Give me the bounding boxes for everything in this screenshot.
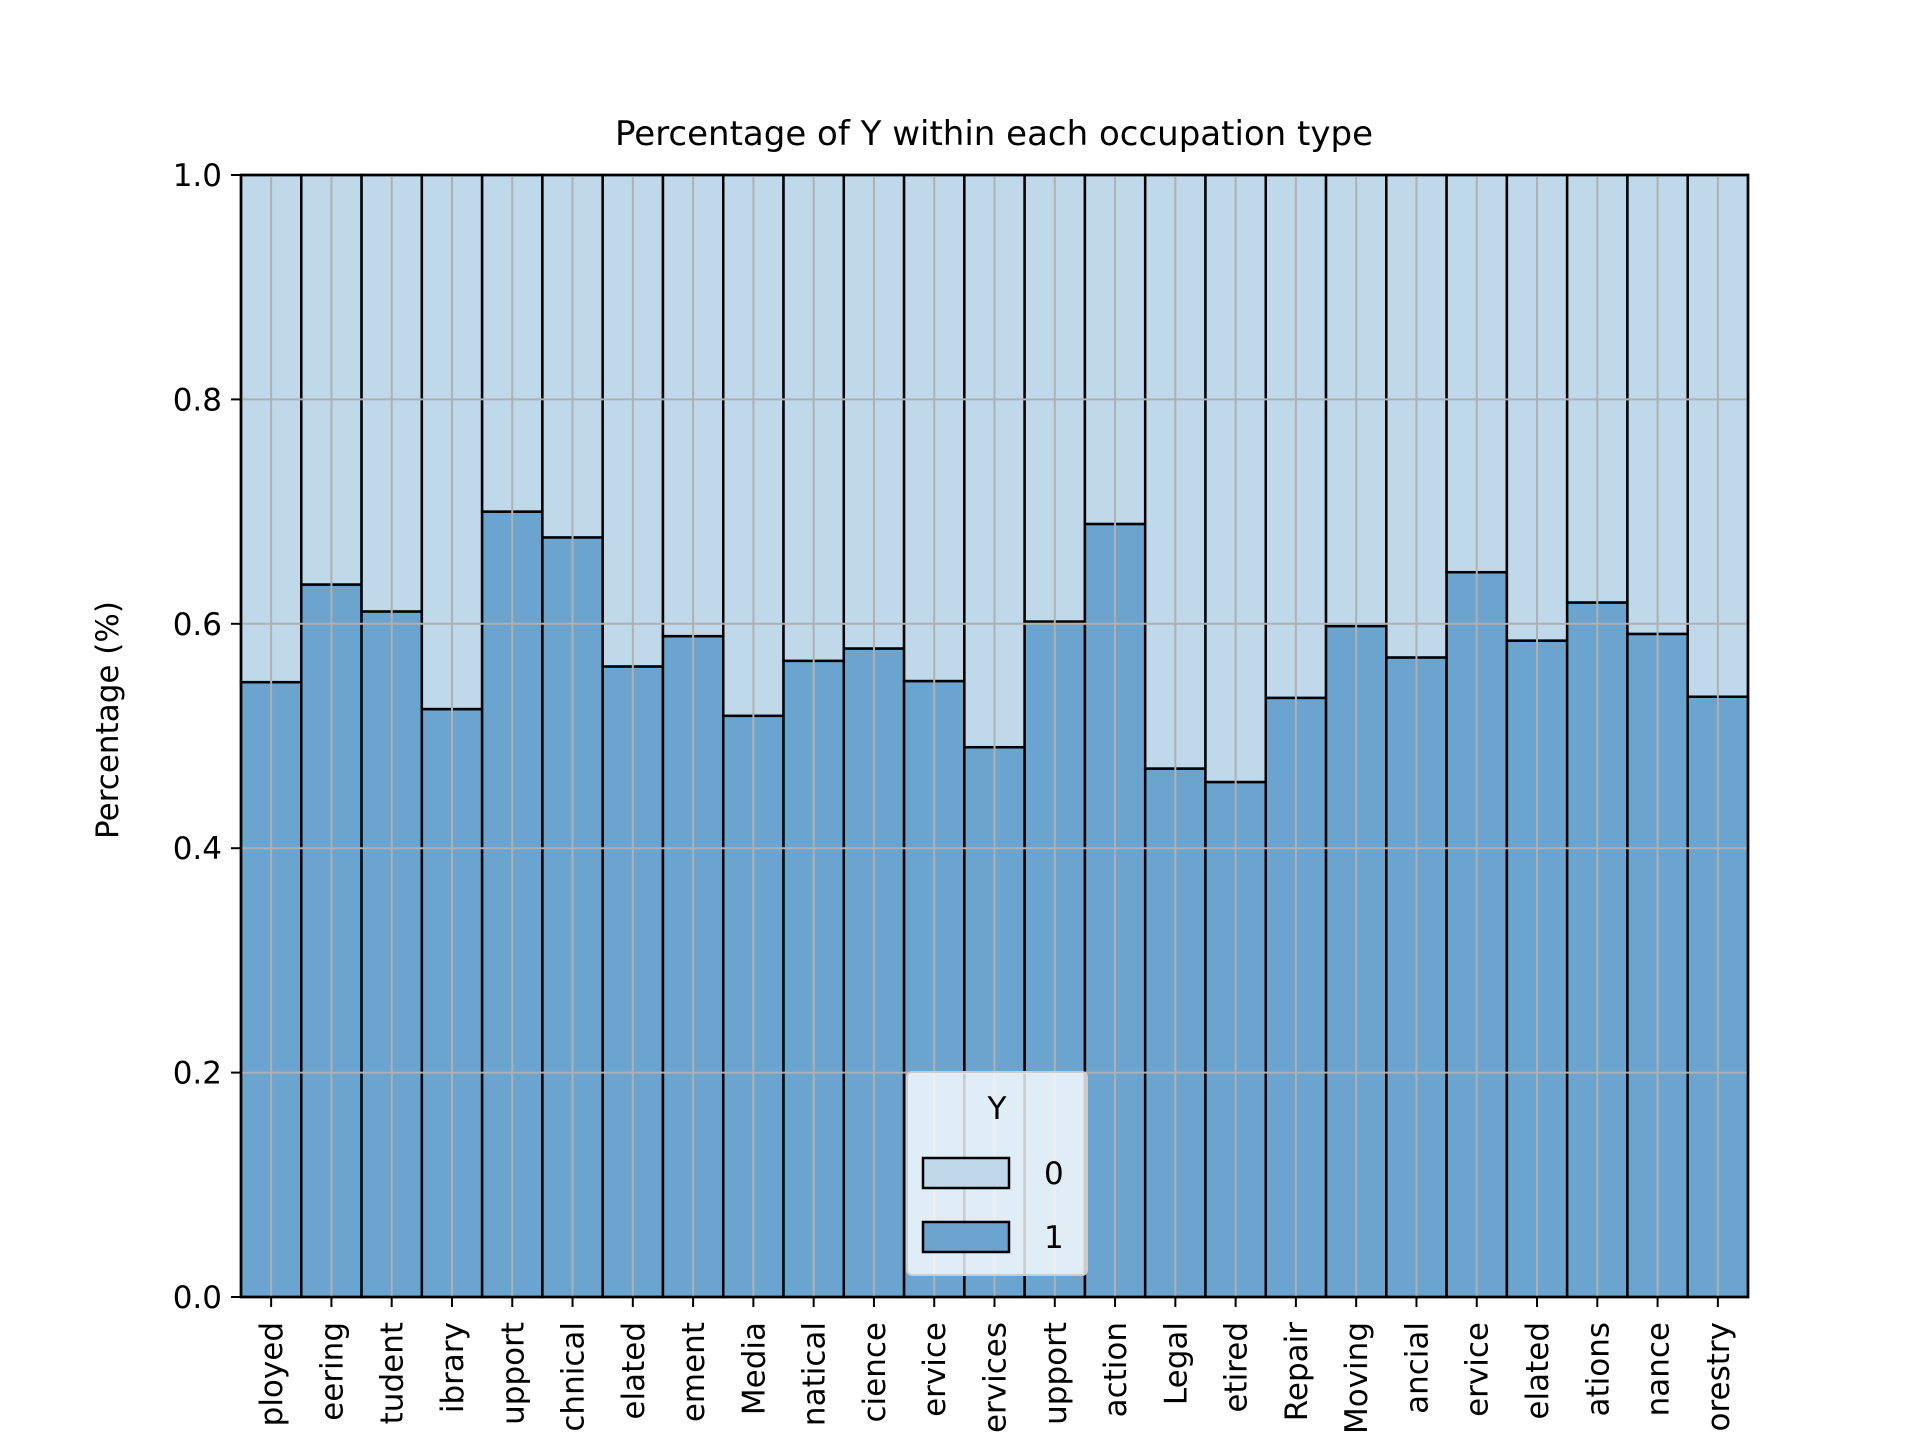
x-tick-label-8: Media	[736, 1322, 772, 1415]
chart-title: Percentage of Y within each occupation t…	[615, 114, 1373, 154]
legend: Y 0 1	[906, 1071, 1088, 1276]
x-tick-label-3: ibrary	[435, 1322, 471, 1413]
x-tick-label-2: tudent	[375, 1322, 411, 1424]
x-tick-label-14: action	[1098, 1322, 1134, 1417]
x-tick-label-20: ervice	[1460, 1322, 1496, 1417]
x-tick-label-11: ervice	[917, 1322, 953, 1417]
x-tick-label-0: ployed	[254, 1322, 290, 1426]
legend-title: Y	[987, 1091, 1007, 1127]
x-tick-label-19: ancial	[1399, 1322, 1435, 1414]
x-tick-label-5: chnical	[556, 1322, 592, 1432]
x-tick-label-18: Moving	[1339, 1322, 1375, 1434]
y-tick-label-4: 0.8	[173, 382, 222, 418]
x-tick-label-16: etired	[1219, 1322, 1255, 1413]
legend-swatch-0	[921, 1156, 1011, 1190]
x-tick-label-13: upport	[1038, 1322, 1074, 1425]
legend-swatch-1	[921, 1220, 1011, 1254]
x-tick-label-22: ations	[1580, 1322, 1616, 1417]
y-tick-label-3: 0.6	[173, 607, 222, 643]
x-tick-label-4: upport	[495, 1322, 531, 1425]
plot-frame	[239, 173, 1750, 1299]
y-axis-label: Percentage (%)	[90, 601, 126, 839]
x-tick-label-7: ement	[676, 1322, 712, 1422]
x-tick-label-17: Repair	[1279, 1322, 1315, 1422]
x-tick-label-10: cience	[857, 1322, 893, 1423]
y-tick-label-2: 0.4	[173, 831, 222, 867]
y-tick-label-0: 0.0	[173, 1280, 222, 1316]
x-tick-label-6: elated	[616, 1322, 652, 1420]
y-tick-label-1: 0.2	[173, 1056, 222, 1092]
x-tick-label-12: ervices	[978, 1322, 1014, 1433]
x-tick-label-24: orestry	[1701, 1322, 1737, 1432]
x-tick-label-21: elated	[1520, 1322, 1556, 1420]
x-tick-label-9: natical	[797, 1322, 833, 1426]
ticks-layer: 0.0 0.2 0.4 0.6 0.8 1.0 ployed eering tudent ibra…	[173, 158, 1737, 1434]
x-tick-label-15: Legal	[1158, 1322, 1194, 1405]
legend-label-1: 1	[1044, 1220, 1064, 1256]
x-tick-label-1: eering	[314, 1322, 350, 1421]
x-tick-label-23: nance	[1641, 1322, 1677, 1416]
legend-label-0: 0	[1044, 1156, 1064, 1192]
y-tick-label-5: 1.0	[173, 158, 222, 194]
